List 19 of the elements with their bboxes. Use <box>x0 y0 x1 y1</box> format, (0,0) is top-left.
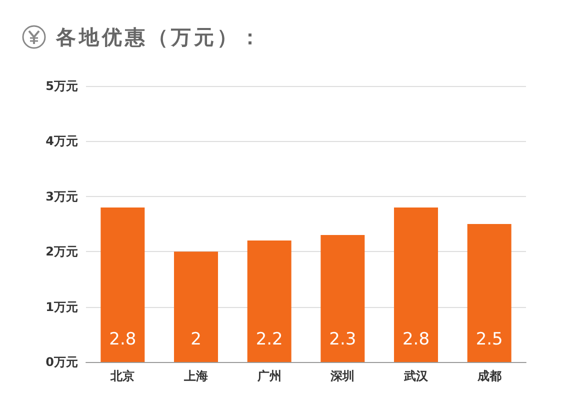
x-tick-label: 成都 <box>476 369 502 383</box>
data-label: 2.8 <box>402 330 430 350</box>
y-tick-label: 3万元 <box>46 189 78 204</box>
data-label: 2 <box>190 330 202 350</box>
x-tick-label: 广州 <box>256 369 282 383</box>
x-tick-label: 北京 <box>110 369 135 383</box>
data-label: 2.3 <box>329 330 356 350</box>
y-tick-label: 2万元 <box>46 244 78 259</box>
y-tick-label: 0万元 <box>46 355 78 369</box>
x-tick-label: 深圳 <box>330 369 355 383</box>
data-label: 2.2 <box>256 330 283 350</box>
data-label: 2.8 <box>109 330 136 350</box>
x-tick-label: 上海 <box>183 369 208 383</box>
chart-title: 各地优惠（万元）： <box>56 24 263 50</box>
y-tick-label: 1万元 <box>46 300 78 314</box>
x-tick-label: 武汉 <box>403 369 429 383</box>
y-tick-label: 4万元 <box>46 134 78 148</box>
data-label: 2.5 <box>476 330 503 350</box>
y-tick-label: 5万元 <box>46 79 78 93</box>
